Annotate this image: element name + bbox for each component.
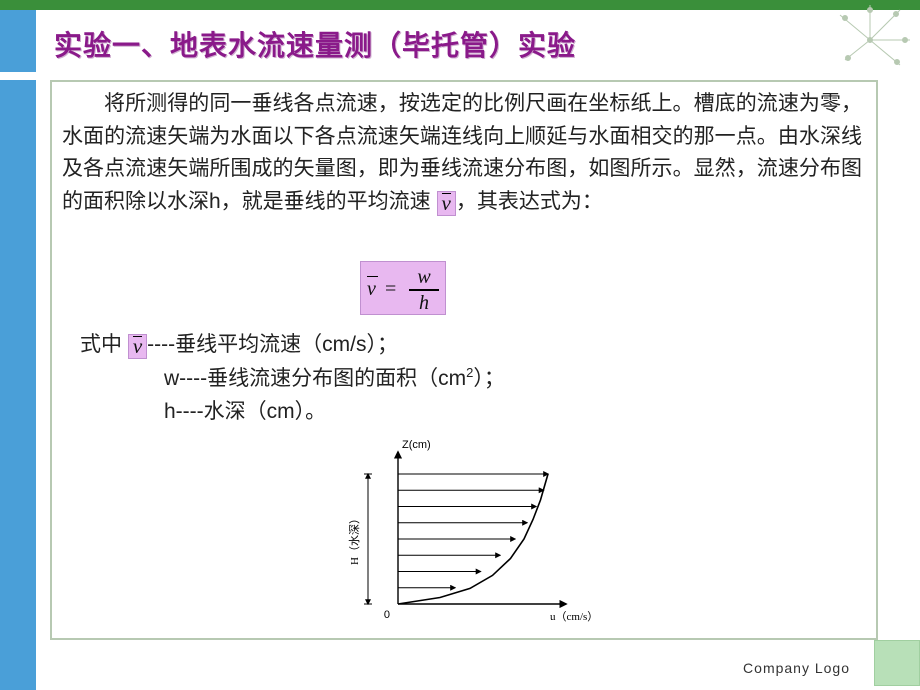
formula-lhs: v [367, 278, 376, 301]
formula-fraction: w h [409, 266, 439, 314]
def-v-text: ----垂线平均流速（cm/s）； [147, 333, 398, 356]
slide: 实验一、地表水流速量测（毕托管）实验 将所测得的同一垂线各点流速，按选定的比例尺… [0, 0, 920, 690]
def-prefix: 式中 [80, 333, 122, 356]
svg-text:H（水深）: H（水深） [348, 513, 361, 565]
content-frame: 将所测得的同一垂线各点流速，按选定的比例尺画在坐标纸上。槽底的流速为零，水面的流… [50, 80, 878, 640]
decor-left-gap [0, 72, 36, 80]
def-w: w----垂线流速分布图的面积（cm2）； [80, 362, 505, 396]
decor-left-bar [0, 10, 36, 690]
paragraph-tail: ，其表达式为： [456, 190, 603, 213]
svg-text:Z(cm): Z(cm) [402, 439, 431, 451]
decor-top-bar [0, 0, 920, 10]
def-w-text: w----垂线流速分布图的面积（cm [164, 367, 466, 390]
company-logo-text: Company Logo [743, 660, 850, 676]
formula-den: h [409, 292, 439, 314]
formula-num: w [409, 266, 439, 288]
decor-corner-square [874, 640, 920, 686]
formula-box: v = w h [360, 261, 446, 315]
symbol-vbar-def: v [128, 334, 147, 359]
formula-eq: = [385, 278, 396, 301]
symbol-vbar-inline: v [437, 191, 456, 216]
symbol-v: v [442, 191, 451, 215]
def-w-tail: ）； [473, 367, 505, 390]
fraction-line [409, 289, 439, 291]
starburst-icon [800, 0, 920, 90]
def-v: 式中 v----垂线平均流速（cm/s）； [80, 328, 505, 362]
slide-title: 实验一、地表水流速量测（毕托管）实验 [54, 24, 576, 64]
definitions: 式中 v----垂线平均流速（cm/s）； w----垂线流速分布图的面积（cm… [80, 328, 505, 429]
svg-text:0: 0 [384, 609, 390, 621]
def-h: h----水深（cm）。 [80, 395, 505, 429]
velocity-profile-diagram: u（cm/s） Z(cm) 0 H（水深） [332, 437, 602, 632]
svg-text:u（cm/s）: u（cm/s） [550, 610, 598, 623]
main-paragraph: 将所测得的同一垂线各点流速，按选定的比例尺画在坐标纸上。槽底的流速为零，水面的流… [62, 88, 862, 218]
def-h-text: h----水深（cm）。 [164, 400, 326, 423]
